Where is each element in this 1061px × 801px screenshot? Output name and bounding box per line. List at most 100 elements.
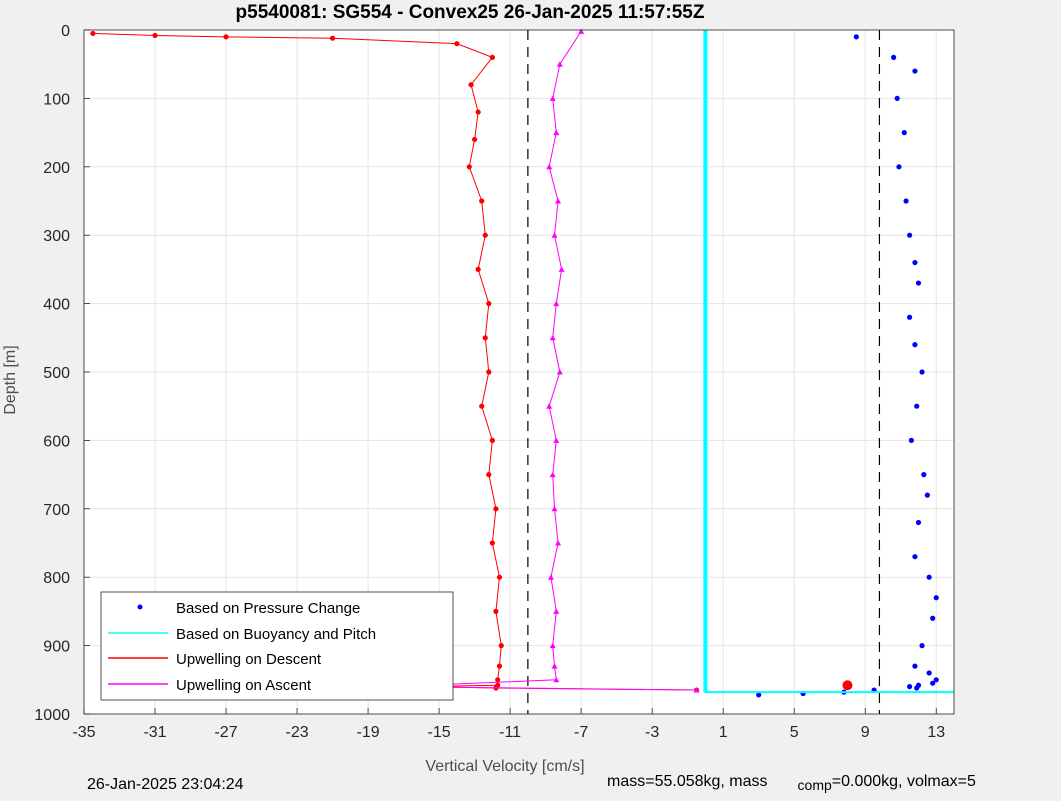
data-point (756, 692, 762, 698)
data-point (496, 574, 503, 580)
data-point (466, 164, 472, 170)
data-point (489, 437, 495, 443)
data-point (468, 82, 474, 88)
y-tick-labels: 0 100 200 300 400 500 600 700 800 900 1000 (34, 23, 70, 724)
data-point (930, 680, 936, 686)
series-2 (90, 30, 700, 693)
legend-label-buoyancy: Based on Buoyancy and Pitch (176, 626, 376, 643)
footer-mass-part1: mass=55.058kg, mass (607, 773, 768, 790)
data-point (915, 519, 922, 526)
data-point (903, 198, 909, 204)
legend-label-ascent: Upwelling on Ascent (176, 677, 312, 694)
data-point (486, 301, 492, 307)
y-tick-label: 200 (43, 160, 70, 177)
data-point (912, 68, 918, 74)
data-point (894, 95, 900, 101)
data-point (489, 540, 495, 546)
data-point (479, 198, 485, 204)
data-point (907, 684, 913, 690)
data-point (493, 506, 499, 512)
data-point (496, 663, 503, 669)
data-point (556, 369, 563, 375)
data-point (901, 130, 907, 136)
data-point (891, 54, 897, 60)
y-tick-label: 0 (61, 23, 70, 40)
data-point (924, 492, 930, 498)
legend-marker-pressure (137, 604, 143, 610)
data-point (912, 663, 918, 669)
y-tick-label: 700 (43, 502, 70, 519)
x-tick-label: -15 (428, 724, 451, 741)
data-point (553, 676, 560, 683)
data-point (555, 540, 562, 546)
x-tick-label: -35 (72, 724, 95, 741)
data-point (915, 280, 922, 286)
data-point (919, 369, 925, 375)
y-tick-label: 800 (43, 570, 70, 587)
legend-label-pressure: Based on Pressure Change (176, 600, 360, 617)
data-point (152, 32, 158, 39)
data-point (90, 30, 96, 37)
data-point (556, 61, 563, 67)
reference-lines (527, 30, 881, 714)
data-point (546, 163, 553, 170)
data-point (578, 28, 585, 34)
y-tick-label: 1000 (34, 707, 70, 724)
series-layer (90, 28, 954, 698)
data-point (549, 471, 556, 478)
data-point (493, 608, 499, 615)
y-tick-label: 500 (43, 365, 70, 382)
data-point (553, 300, 560, 307)
footer-mass: mass=55.058kg, mass comp=0.000kg, volmax=… (607, 773, 976, 793)
x-axis-label: Vertical Velocity [cm/s] (425, 758, 584, 775)
series-0 (756, 34, 939, 698)
x-tick-label: -27 (214, 724, 237, 741)
data-point (912, 342, 918, 348)
data-point (908, 437, 914, 443)
x-tick-label: -7 (574, 724, 588, 741)
y-tick-label: 900 (43, 639, 70, 656)
data-point (223, 34, 229, 40)
y-tick-label: 100 (43, 91, 70, 108)
footer-mass-part2: =0.000kg, volmax=5 (831, 773, 976, 790)
data-point (693, 687, 700, 693)
data-point (546, 403, 553, 409)
plot-frame (83, 29, 955, 715)
data-point (479, 403, 485, 409)
legend-box (100, 591, 454, 701)
large-dot-marker (842, 680, 853, 691)
data-point (551, 663, 558, 669)
data-point (555, 198, 562, 204)
data-point (930, 615, 936, 621)
data-point (482, 232, 488, 238)
x-tick-label: -31 (143, 724, 166, 741)
data-point (926, 574, 932, 580)
data-point (329, 35, 336, 41)
y-tick-label: 600 (43, 433, 70, 450)
x-tick-label: -3 (645, 724, 659, 741)
data-point (489, 54, 495, 60)
data-point (933, 677, 939, 683)
data-point (486, 472, 492, 478)
y-tick-label: 400 (43, 297, 70, 314)
x-tick-label: 9 (861, 724, 870, 741)
data-point (896, 164, 902, 170)
data-point (853, 34, 859, 40)
data-point (547, 574, 554, 580)
data-point (549, 334, 556, 341)
data-point (907, 314, 913, 320)
data-point (933, 595, 939, 601)
data-point (553, 129, 560, 136)
x-tick-label: 1 (719, 724, 728, 741)
data-point (921, 472, 927, 478)
x-tick-label: 5 (790, 724, 799, 741)
data-point (912, 259, 918, 266)
x-tick-label: -19 (357, 724, 380, 741)
data-point (472, 136, 478, 143)
footer-mass-sub: comp (797, 777, 832, 794)
x-tick-label: -11 (499, 724, 521, 741)
y-axis-label: Depth [m] (2, 345, 19, 414)
data-point (553, 437, 560, 443)
data-point (926, 670, 932, 676)
x-tick-label: 13 (927, 724, 945, 741)
